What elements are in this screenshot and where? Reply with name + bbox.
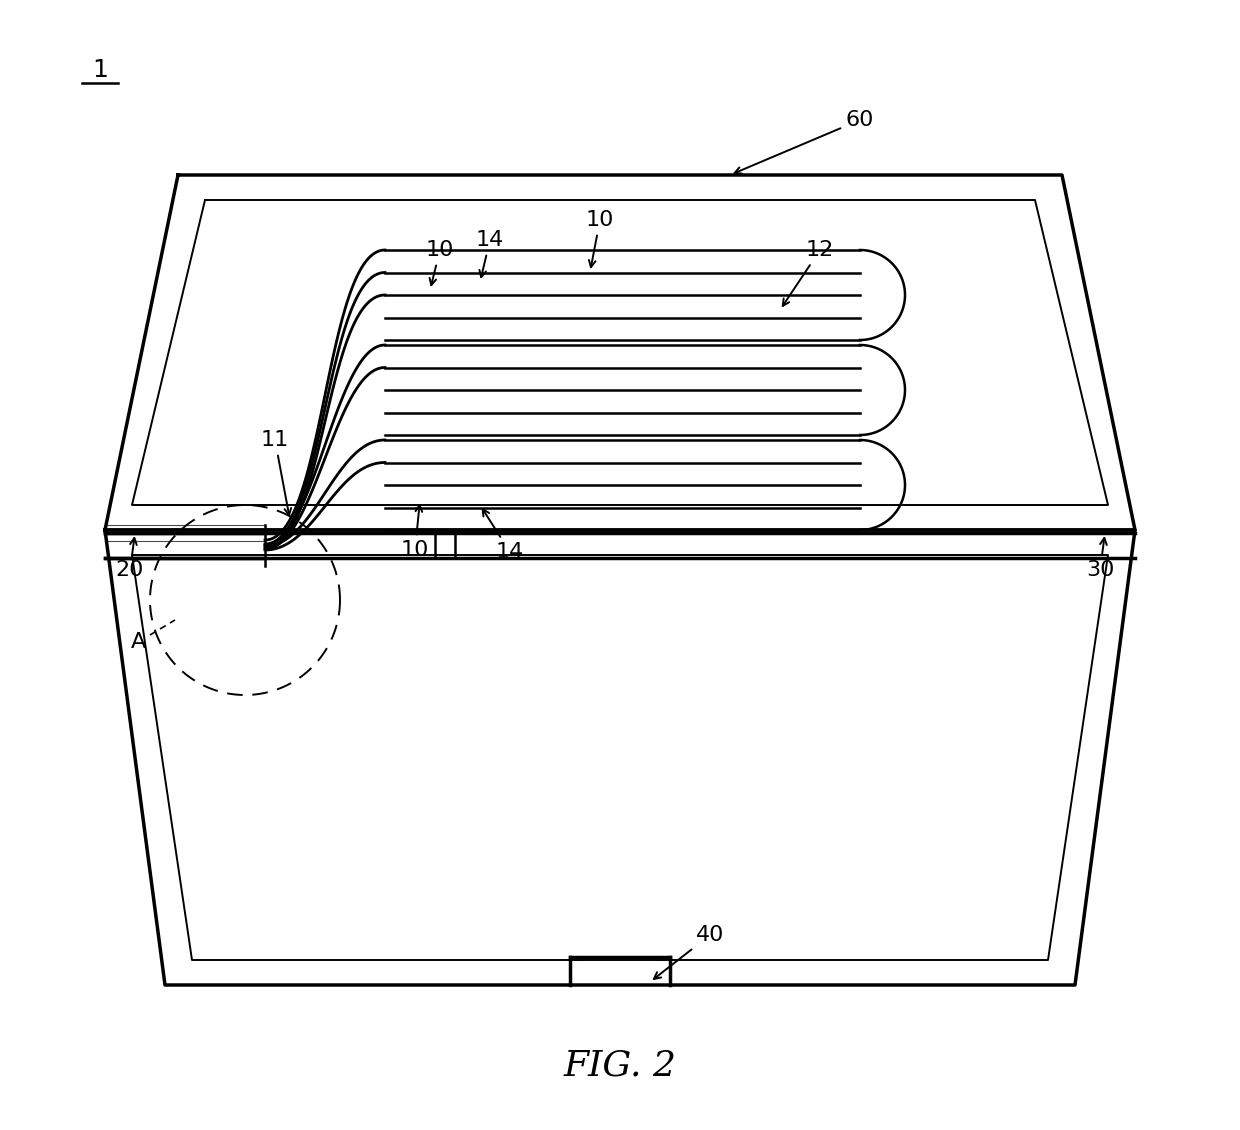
Text: 12: 12 [782,240,835,306]
Text: 11: 11 [260,431,291,515]
Text: 20: 20 [115,538,144,580]
Text: 14: 14 [482,510,525,562]
Text: 14: 14 [476,231,505,277]
Text: 60: 60 [734,110,874,174]
Text: 10: 10 [401,505,429,560]
Text: FIG. 2: FIG. 2 [563,1048,677,1083]
Text: 30: 30 [1086,538,1115,580]
Text: A: A [130,632,145,652]
Text: 10: 10 [425,240,454,285]
Text: 40: 40 [653,925,724,979]
Text: 10: 10 [585,210,614,267]
Text: 1: 1 [92,58,108,82]
